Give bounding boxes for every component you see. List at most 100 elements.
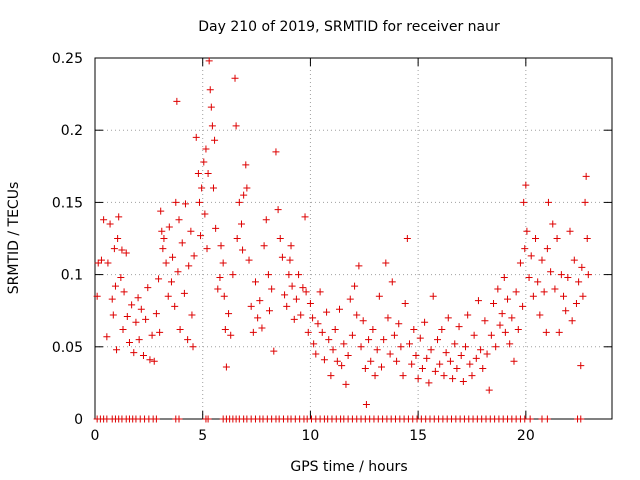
data-point [185, 262, 193, 270]
data-point [501, 328, 509, 336]
data-point [384, 314, 392, 322]
y-tick-label: 0.15 [52, 195, 83, 211]
data-point [292, 295, 300, 303]
data-point [449, 375, 457, 383]
data-point [412, 351, 420, 359]
data-point [258, 324, 266, 332]
data-point [173, 97, 181, 105]
y-tick-label: 0.1 [61, 268, 83, 284]
data-point [508, 314, 516, 322]
data-point [194, 170, 202, 178]
data-point [466, 360, 474, 368]
data-point [150, 357, 158, 365]
data-point [243, 184, 251, 192]
data-point [181, 200, 189, 208]
data-point [397, 343, 405, 351]
x-tick-label: 0 [91, 428, 100, 444]
data-point [464, 311, 472, 319]
data-point [329, 346, 337, 354]
data-point [180, 289, 188, 297]
data-point [220, 292, 228, 300]
data-point [201, 210, 209, 218]
data-point [562, 307, 570, 315]
data-point [94, 259, 102, 267]
data-point [285, 271, 293, 279]
data-point [190, 252, 198, 260]
data-point [421, 318, 429, 326]
data-point [242, 161, 250, 169]
data-point [309, 314, 317, 322]
data-point [187, 227, 195, 235]
data-point [510, 357, 518, 365]
data-point [547, 268, 555, 276]
data-point [361, 364, 369, 372]
data-point [380, 336, 388, 344]
data-point [135, 336, 143, 344]
data-point [118, 246, 126, 254]
data-point [115, 213, 123, 221]
data-point [327, 372, 335, 380]
data-point [359, 317, 367, 325]
data-point [520, 198, 528, 206]
data-point [318, 328, 326, 336]
data-point [249, 328, 257, 336]
data-point [551, 285, 559, 293]
data-point [160, 235, 168, 242]
data-point [451, 340, 459, 348]
data-point [297, 311, 305, 319]
data-point [152, 415, 160, 423]
data-point [431, 367, 439, 375]
data-point [245, 256, 253, 264]
data-point [320, 356, 328, 364]
data-point [386, 350, 394, 358]
data-point [427, 346, 435, 354]
data-point [156, 328, 164, 336]
data-point [219, 259, 227, 267]
data-point [414, 375, 422, 383]
data-point [340, 340, 348, 348]
data-point [555, 328, 563, 336]
data-point [152, 310, 160, 318]
data-point [198, 184, 206, 192]
data-point [485, 386, 493, 394]
data-point [130, 349, 138, 357]
data-point [498, 310, 506, 318]
data-point [251, 278, 259, 286]
data-point [120, 288, 128, 296]
data-point [278, 253, 286, 261]
data-point [125, 338, 133, 346]
data-point [519, 302, 527, 310]
data-point [301, 213, 309, 221]
data-point [281, 291, 289, 299]
data-point [268, 285, 276, 293]
data-point [357, 343, 365, 351]
data-point [382, 259, 390, 267]
data-point [240, 191, 248, 199]
data-point [365, 336, 373, 344]
data-point [403, 235, 411, 242]
data-point [117, 273, 125, 281]
data-point [564, 273, 572, 281]
data-point [442, 349, 450, 357]
data-point [157, 207, 165, 215]
data-point [436, 360, 444, 368]
data-point [553, 235, 561, 242]
data-point [453, 364, 461, 372]
axis-ticks: 0 5 10 15 20 0 0.05 0.1 0.15 0.2 0.25 [52, 51, 612, 444]
data-point [195, 198, 203, 206]
data-point [222, 363, 230, 371]
data-point [306, 299, 314, 307]
data-point [395, 320, 403, 328]
data-point [175, 216, 183, 224]
data-point [178, 239, 186, 247]
data-point [487, 331, 495, 339]
data-point [375, 292, 383, 300]
data-point [406, 340, 414, 348]
data-point [434, 336, 442, 344]
data-point [207, 103, 215, 111]
data-point [247, 302, 255, 310]
data-point [146, 356, 154, 364]
data-point [438, 325, 446, 333]
data-point [529, 292, 537, 300]
data-point [139, 351, 147, 359]
